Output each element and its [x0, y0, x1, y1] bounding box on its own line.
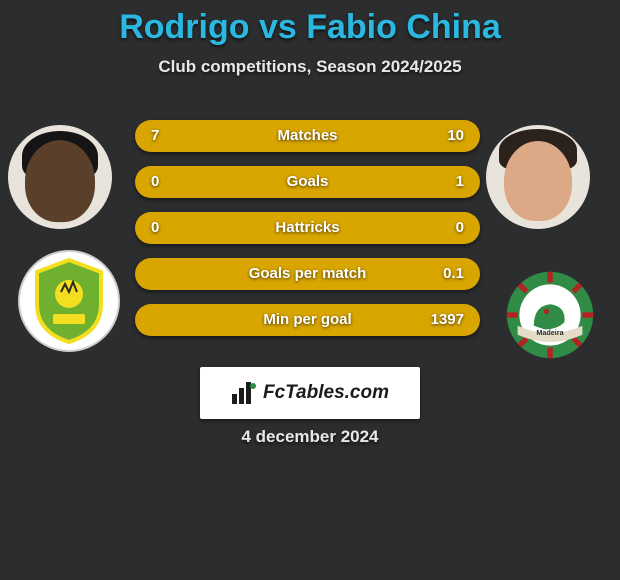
stat-right-value: 10 [431, 120, 480, 152]
club-left-shield-icon [31, 258, 107, 344]
subtitle: Club competitions, Season 2024/2025 [0, 57, 620, 77]
comparison-card: Rodrigo vs Fabio China Club competitions… [0, 0, 620, 580]
page-title: Rodrigo vs Fabio China [0, 0, 620, 47]
svg-text:Madeira: Madeira [536, 328, 564, 337]
stat-right-value: 0 [440, 212, 480, 244]
stat-right-value: 1 [440, 166, 480, 198]
bars-icon [231, 382, 257, 404]
stat-row: 7 Matches 10 [135, 120, 480, 152]
brand-logo-text: FcTables.com [263, 382, 389, 404]
player-left-face-shape [25, 140, 95, 222]
stat-right-value: 1397 [415, 304, 480, 336]
player-right-face-shape [504, 141, 572, 221]
player-left-avatar [8, 125, 112, 229]
date: 4 december 2024 [0, 427, 620, 447]
stat-row: Goals per match 0.1 [135, 258, 480, 290]
stat-label: Goals [135, 166, 480, 198]
stat-row: Min per goal 1397 [135, 304, 480, 336]
stat-row: 0 Hattricks 0 [135, 212, 480, 244]
stat-label: Matches [135, 120, 480, 152]
stat-label: Hattricks [135, 212, 480, 244]
stat-right-value: 0.1 [427, 258, 480, 290]
brand-logo: FcTables.com [200, 367, 420, 419]
stats-container: 7 Matches 10 0 Goals 1 0 Hattricks 0 Goa… [135, 120, 480, 350]
stat-row: 0 Goals 1 [135, 166, 480, 198]
club-right-badge: Madeira [498, 260, 602, 370]
player-right-avatar [486, 125, 590, 229]
club-right-wheel-icon: Madeira [505, 270, 595, 360]
club-left-badge [18, 250, 120, 352]
